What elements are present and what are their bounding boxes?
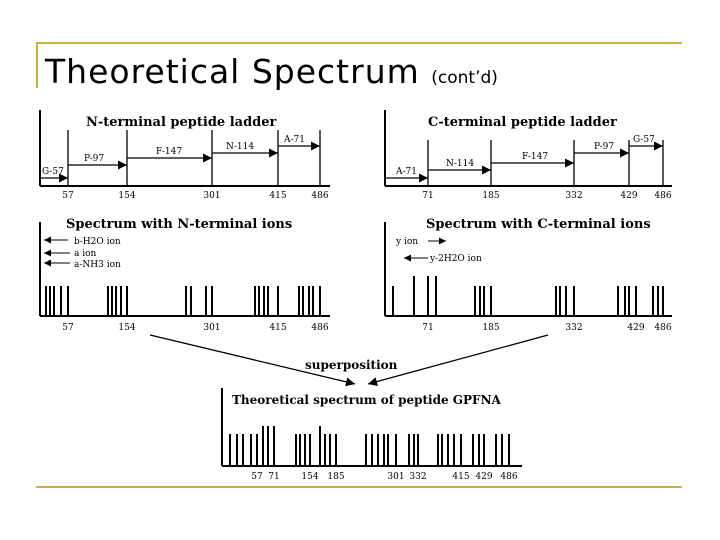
- combined-title: Theoretical spectrum of peptide GPFNA: [232, 393, 502, 407]
- n-seg-2: P-97: [84, 154, 104, 164]
- combined-tick: 415: [452, 472, 469, 482]
- c-seg-5: G-57: [633, 135, 655, 145]
- c-spectrum-panel: Spectrum with C-terminal ions y ion y-2H…: [384, 217, 672, 333]
- accent-line-top: [36, 42, 682, 44]
- c-spectrum-peaks: [392, 276, 664, 316]
- n-seg-1: G-57: [42, 167, 64, 177]
- n-spectrum-tick: 154: [118, 323, 135, 333]
- n-seg-5: A-71: [283, 135, 305, 145]
- c-spectrum-tick: 71: [422, 323, 433, 333]
- n-ladder-tick: 57: [62, 191, 74, 201]
- c-ladder-panel: C-terminal peptide ladder A-71 N-114 F-1…: [384, 110, 672, 201]
- n-spectrum-tick: 486: [311, 323, 328, 333]
- c-spectrum-tick: 486: [654, 323, 671, 333]
- c-spectrum-title: Spectrum with C-terminal ions: [426, 217, 651, 232]
- n-spectrum-panel: Spectrum with N-terminal ions b-H2O ion …: [39, 217, 330, 333]
- c-seg-2: N-114: [446, 159, 474, 169]
- c-legend-y-2h2o: y-2H2O ion: [429, 254, 482, 264]
- n-spectrum-tick: 57: [62, 323, 74, 333]
- c-seg-1: A-71: [395, 167, 417, 177]
- c-seg-4: P-97: [594, 142, 614, 152]
- c-spectrum-tick: 185: [482, 323, 499, 333]
- n-spectrum-tick: 301: [203, 323, 220, 333]
- superposition-arrows: superposition: [149, 334, 549, 387]
- combined-spectrum-panel: Theoretical spectrum of peptide GPFNA 57…: [221, 388, 522, 482]
- n-spectrum-peaks: [45, 286, 321, 316]
- combined-tick: 301: [387, 472, 404, 482]
- c-spectrum-tick: 332: [565, 323, 582, 333]
- c-ladder-tick: 486: [654, 191, 671, 201]
- c-ladder-title: C-terminal peptide ladder: [428, 115, 617, 130]
- title-main: Theoretical Spectrum: [45, 52, 420, 91]
- n-seg-4: N-114: [226, 142, 254, 152]
- title-suffix: (cont’d): [431, 68, 498, 88]
- accent-line-bottom: [36, 486, 682, 488]
- n-legend-a-ion: a ion: [74, 249, 97, 259]
- n-spectrum-title: Spectrum with N-terminal ions: [66, 217, 292, 232]
- n-seg-3: F-147: [156, 147, 182, 157]
- accent-line-left: [36, 42, 38, 88]
- superposition-arrow-right: [367, 334, 549, 386]
- combined-tick: 486: [500, 472, 517, 482]
- c-ladder-tick: 185: [482, 191, 499, 201]
- n-legend-b-h2o: b-H2O ion: [74, 237, 121, 247]
- c-ladder-tick: 332: [565, 191, 582, 201]
- combined-tick: 429: [475, 472, 492, 482]
- c-seg-3: F-147: [522, 152, 548, 162]
- superposition-arrow-left: [149, 334, 356, 387]
- combined-tick: 332: [409, 472, 426, 482]
- n-ladder-title: N-terminal peptide ladder: [86, 115, 277, 130]
- combined-tick: 57: [251, 472, 263, 482]
- c-ladder-tick: 429: [620, 191, 637, 201]
- n-ladder-tick: 486: [311, 191, 328, 201]
- n-ladder-tick: 301: [203, 191, 220, 201]
- n-ladder-tick: 154: [118, 191, 135, 201]
- combined-tick: 71: [268, 472, 279, 482]
- combined-tick: 185: [327, 472, 344, 482]
- n-ladder-panel: N-terminal peptide ladder G-57 P-97 F-14…: [39, 110, 330, 201]
- superposition-label: superposition: [305, 358, 398, 372]
- c-spectrum-tick: 429: [627, 323, 644, 333]
- c-legend-y-ion: y ion: [395, 237, 418, 247]
- combined-spectrum-peaks: [229, 426, 510, 466]
- n-legend-a-nh3: a-NH3 ion: [74, 260, 121, 270]
- slide-title: Theoretical Spectrum (cont’d): [45, 52, 498, 91]
- n-spectrum-tick: 415: [269, 323, 286, 333]
- combined-tick: 154: [301, 472, 318, 482]
- n-ladder-tick: 415: [269, 191, 286, 201]
- c-ladder-tick: 71: [422, 191, 433, 201]
